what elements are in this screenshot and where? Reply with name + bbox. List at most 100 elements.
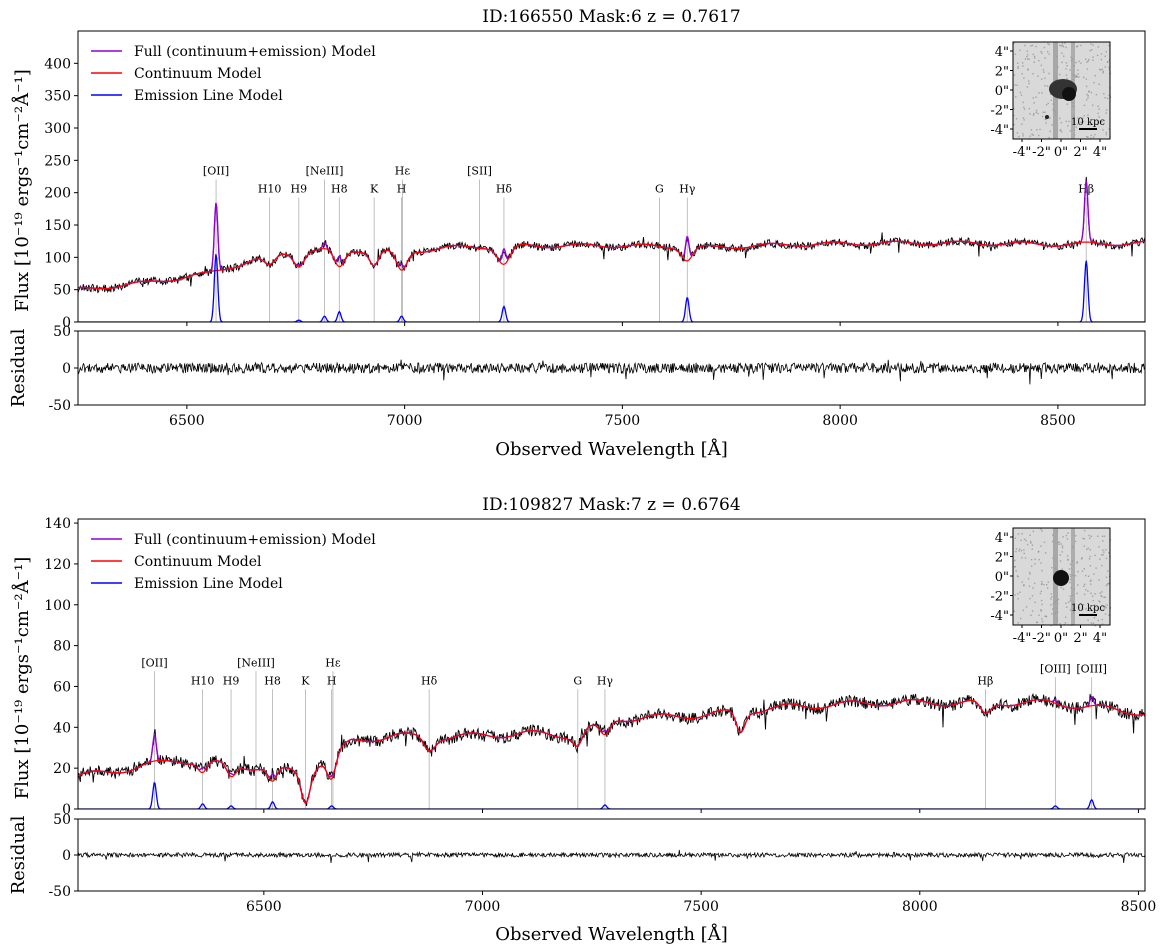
inset-noise (1101, 618, 1104, 621)
inset-x-tick-label: -2" (1032, 631, 1051, 646)
inset-noise (1101, 68, 1103, 71)
inset-noise (1040, 528, 1042, 530)
inset-noise (1016, 132, 1019, 134)
inset-noise (1066, 65, 1068, 67)
inset-noise (1028, 571, 1031, 574)
inset-noise (1069, 130, 1072, 132)
inset-noise (1013, 108, 1015, 110)
x-tick-label: 7500 (605, 413, 641, 429)
inset-noise (1102, 549, 1104, 551)
y-tick: 400 (44, 56, 78, 72)
legend-label-emission: Emission Line Model (134, 576, 283, 592)
resid-y-tick: 50 (53, 324, 78, 340)
line-marker-label: [NeIII] (237, 656, 275, 669)
x-axis-label: Observed Wavelength [Å] (495, 438, 727, 460)
inset-noise (1062, 45, 1065, 48)
inset-noise (1065, 46, 1067, 49)
inset-noise (1048, 43, 1050, 46)
inset-x-tick-label: -4" (1013, 145, 1032, 160)
inset-x-tick-label: 0" (1054, 631, 1068, 646)
inset-noise (1032, 530, 1035, 533)
inset-noise (1060, 45, 1062, 47)
inset-noise (1023, 584, 1025, 587)
inset-noise (1030, 565, 1033, 567)
inset-noise (1084, 529, 1086, 532)
inset-noise (1027, 58, 1029, 60)
inset-noise (1092, 56, 1094, 58)
inset-noise (1050, 598, 1052, 600)
inset-noise (1094, 554, 1096, 557)
x-tick: 8500 (1040, 405, 1076, 429)
inset-noise (1031, 544, 1034, 546)
inset-noise (1032, 134, 1034, 136)
y-tick: 0 (62, 315, 78, 331)
inset-noise (1046, 583, 1048, 586)
inset-noise (1024, 44, 1026, 47)
line-marker-label: H (327, 674, 337, 687)
inset-noise (1088, 58, 1090, 61)
inset-noise (1031, 548, 1033, 550)
inset-noise (1108, 128, 1110, 130)
inset-noise (1092, 104, 1094, 106)
inset-noise (1027, 69, 1029, 71)
inset-noise (1047, 51, 1049, 53)
inset-noise (1033, 582, 1036, 585)
inset-noise (1026, 55, 1028, 58)
inset-y-tick-label: 0" (995, 570, 1009, 585)
scale-bar-label: 10 kpc (1071, 117, 1105, 128)
inset-noise (1057, 541, 1059, 544)
inset-noise (1092, 136, 1095, 138)
inset-noise (1035, 111, 1037, 114)
inset-noise (1014, 559, 1016, 562)
inset-noise (1038, 134, 1040, 137)
inset-noise (1081, 117, 1084, 120)
inset-noise (1082, 76, 1085, 79)
inset-noise (1101, 595, 1103, 598)
y-tick: 350 (44, 89, 78, 105)
line-marker-label: Hδ (421, 674, 438, 687)
inset-noise (1076, 561, 1079, 563)
inset-y-tick-label: -4" (990, 609, 1009, 624)
resid-y-tick: -50 (48, 884, 78, 900)
inset-noise (1078, 60, 1080, 63)
legend-label-full: Full (continuum+emission) Model (134, 532, 376, 548)
inset-noise (1039, 592, 1042, 595)
inset-noise (1069, 573, 1072, 576)
inset-noise (1090, 622, 1093, 624)
inset-noise (1069, 595, 1071, 598)
inset-noise (1051, 567, 1053, 569)
inset-noise (1092, 599, 1094, 602)
inset-noise (1015, 118, 1018, 120)
inset-noise (1093, 81, 1095, 84)
inset-noise (1036, 129, 1038, 131)
y-tick-label: 80 (53, 639, 71, 655)
inset-noise (1075, 61, 1077, 64)
inset-noise (1069, 609, 1072, 611)
inset-noise (1082, 604, 1085, 606)
inset-noise (1090, 592, 1092, 595)
inset-noise (1025, 606, 1028, 608)
inset-noise (1023, 119, 1025, 121)
inset-noise (1061, 42, 1064, 45)
inset-noise (1087, 97, 1089, 99)
line-marker-label: K (370, 183, 379, 196)
inset-noise (1098, 68, 1101, 71)
inset-noise (1022, 65, 1024, 67)
inset-noise (1060, 131, 1063, 133)
inset-noise (1029, 540, 1032, 543)
inset-noise (1026, 86, 1029, 88)
x-tick: 6500 (246, 891, 282, 915)
inset-noise (1036, 621, 1038, 624)
inset-noise (1021, 73, 1023, 75)
y-tick-label: 120 (44, 557, 71, 573)
inset-noise (1108, 44, 1110, 47)
y-tick-label: 150 (44, 218, 71, 234)
inset-noise (1097, 46, 1100, 48)
inset-noise (1096, 54, 1099, 56)
inset-noise (1023, 77, 1025, 79)
inset-noise (1083, 568, 1086, 570)
inset-noise (1026, 50, 1029, 52)
legend-label-continuum: Continuum Model (134, 66, 262, 82)
x-tick-label: 8500 (1121, 899, 1157, 915)
inset-noise (1021, 581, 1023, 583)
